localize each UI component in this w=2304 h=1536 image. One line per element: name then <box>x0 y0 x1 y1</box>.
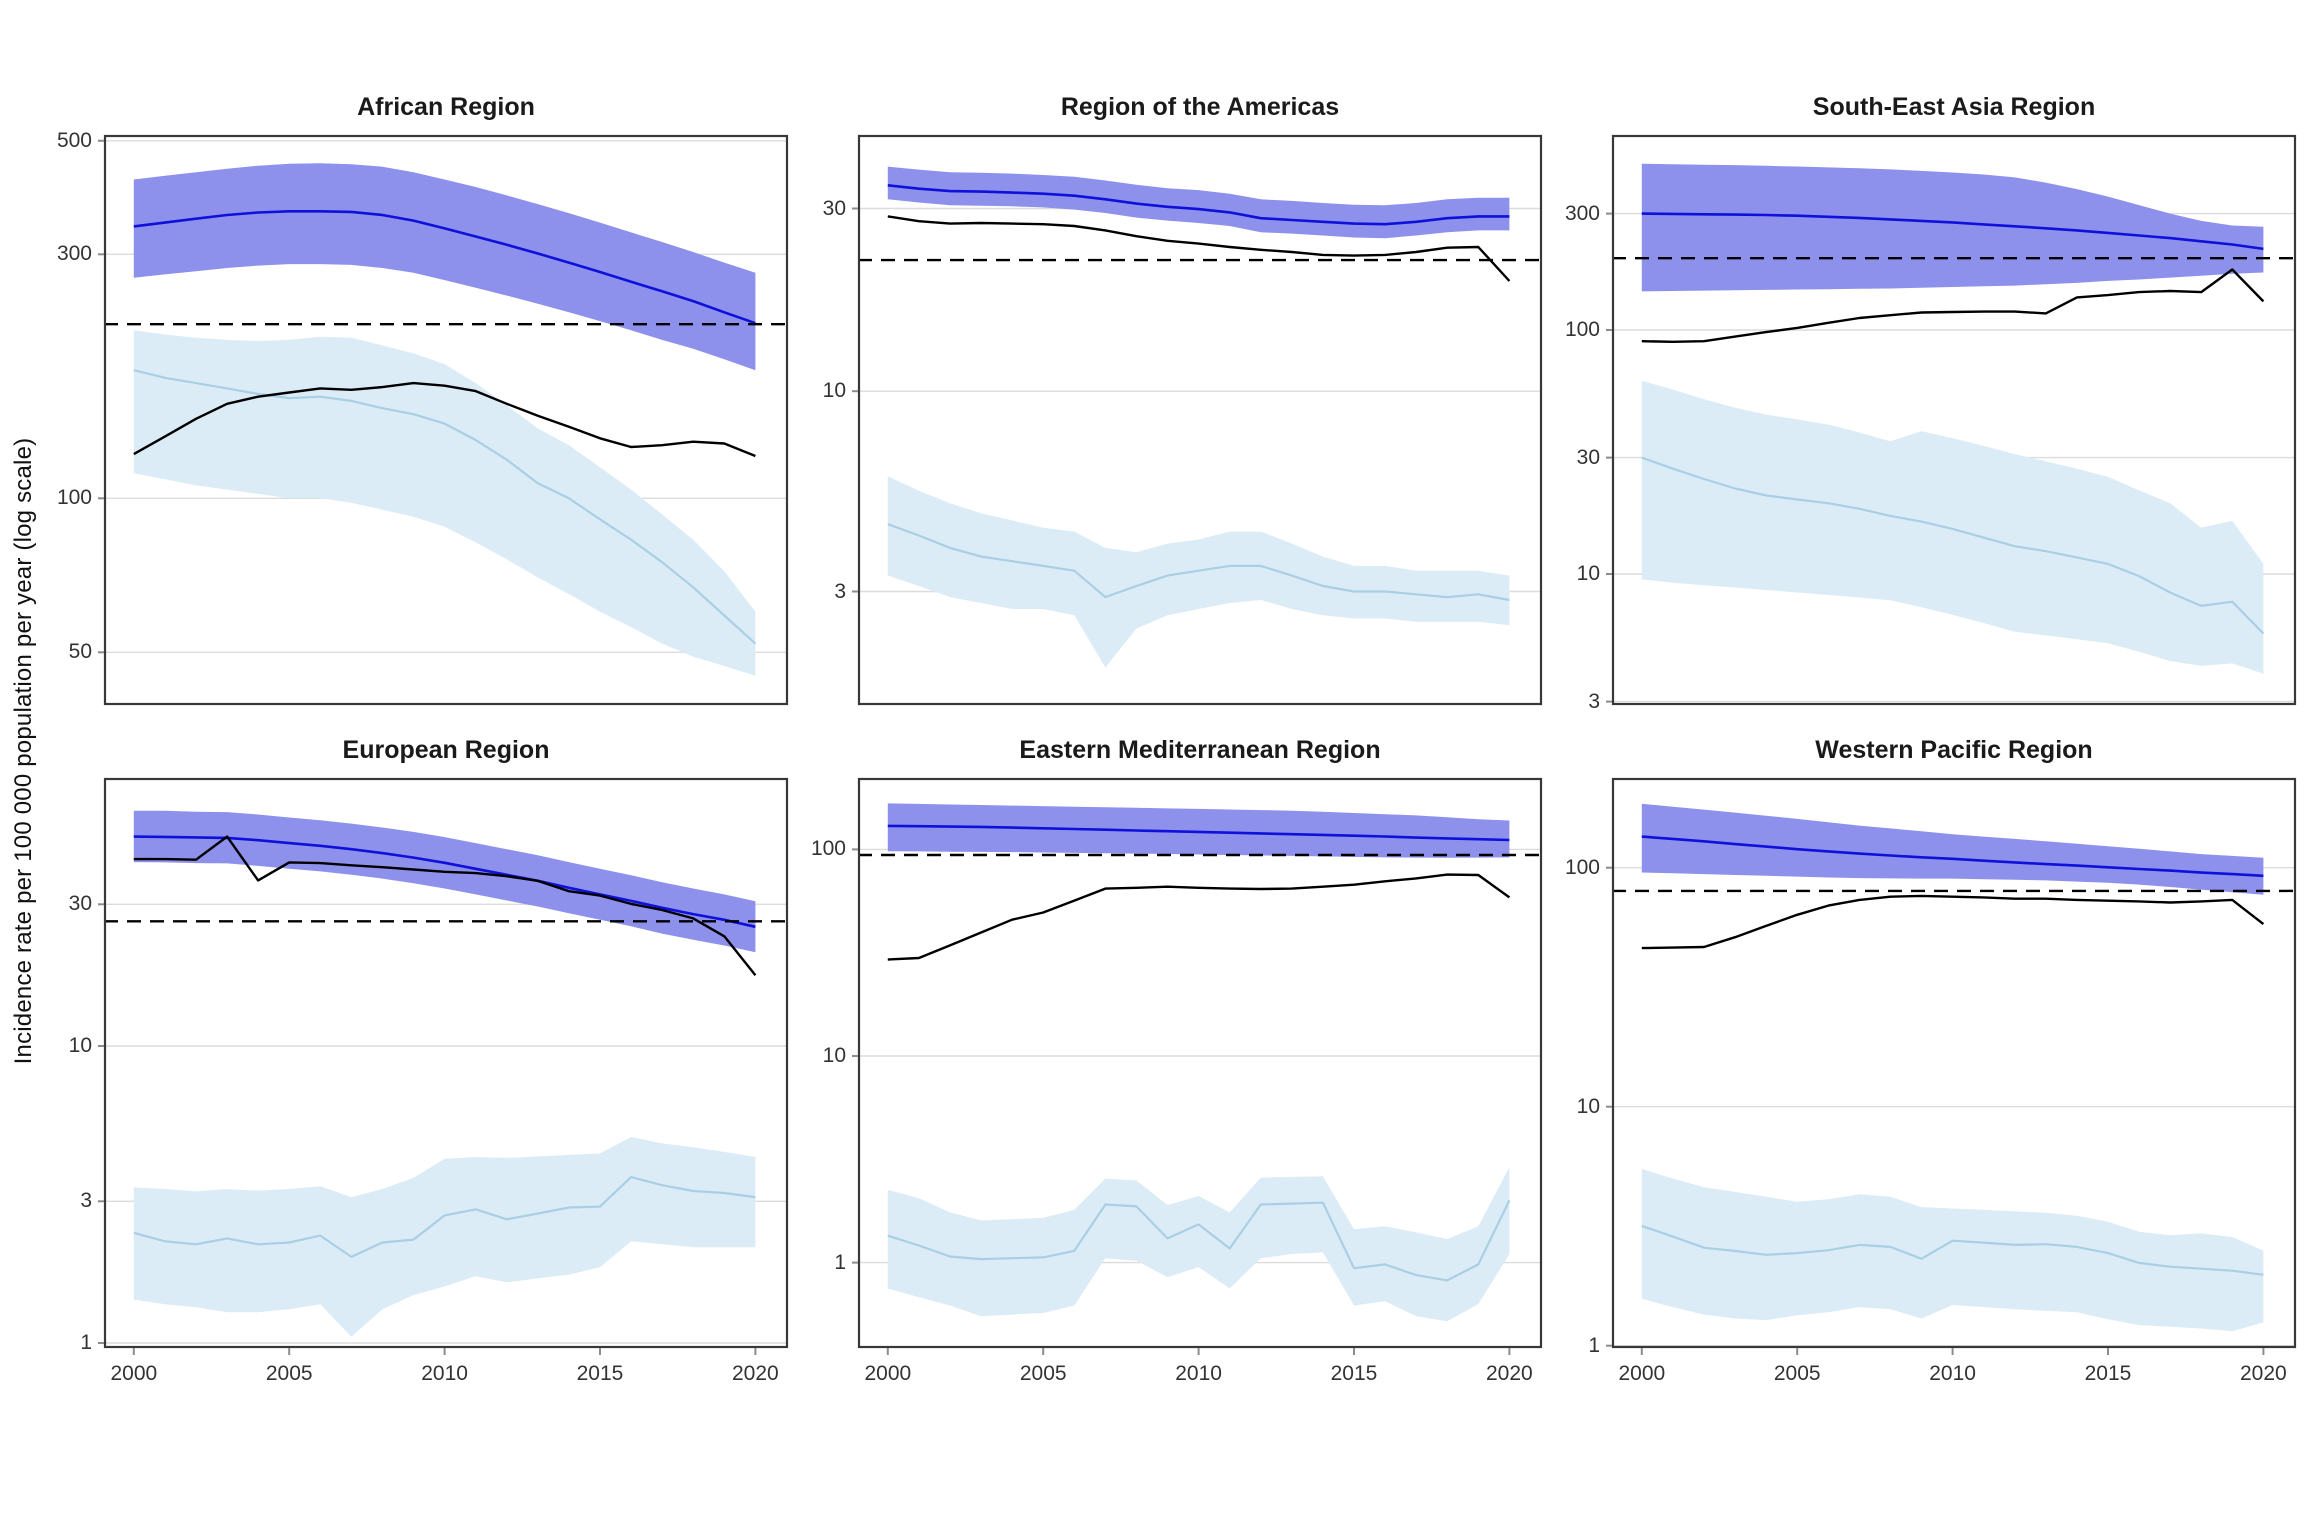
lightblue-line <box>133 1176 756 1258</box>
black-notification-line <box>133 381 756 458</box>
x-tick-label: 2020 <box>2240 1362 2287 1385</box>
lightblue-line <box>887 523 1510 602</box>
black-notification-line <box>887 215 1511 282</box>
panel-western-pacific-region: Western Pacific Region 100 10 1 2000 2005 201… <box>1534 730 2304 1400</box>
blue-estimate-ribbon <box>887 803 1510 858</box>
panel-border <box>1611 777 2297 1349</box>
y-tick-label: 500 <box>56 128 92 152</box>
chart-south-east-asia-region <box>1606 134 2297 706</box>
x-tick-label: 2015 <box>576 1362 624 1385</box>
lightblue-ribbon <box>1641 1168 2264 1332</box>
x-tick-label: 2015 <box>2084 1362 2132 1385</box>
y-tick-label: 10 <box>822 1044 846 1067</box>
blue-estimate-line <box>1641 835 2264 878</box>
black-notification-line <box>133 835 757 977</box>
black-notification-line <box>1641 894 2265 950</box>
blue-estimate-ribbon <box>1641 163 2264 292</box>
panel-title-south-east-asia-region: South-East Asia Region <box>1812 93 2096 121</box>
panel-title-european-region: European Region <box>342 736 550 764</box>
panel-border <box>103 134 789 706</box>
chart-african-region <box>98 134 789 706</box>
lightblue-ribbon <box>887 476 1510 668</box>
black-notification-line <box>887 873 1511 961</box>
blue-estimate-line <box>133 210 756 325</box>
lightblue-line <box>1641 456 2265 635</box>
lightblue-ribbon <box>887 1167 1510 1322</box>
y-tick-label: 30 <box>1576 445 1600 469</box>
lightblue-line <box>133 369 757 645</box>
panel-south-east-asia-region: South-East Asia Region 300 100 30 10 3 <box>1534 87 2304 757</box>
y-tick-label: 1 <box>834 1250 846 1274</box>
x-tick-label: 2005 <box>1019 1362 1067 1385</box>
x-tick-label: 2005 <box>1773 1362 1821 1385</box>
y-tick-label: 100 <box>810 837 846 861</box>
x-tick-label: 2020 <box>732 1362 779 1385</box>
y-tick-label: 100 <box>56 486 92 510</box>
blue-estimate-line <box>133 835 756 929</box>
panel-region-of-the-americas: Region of the Americas 30 10 3 <box>780 87 1554 757</box>
blue-estimate-ribbon <box>1641 803 2264 895</box>
y-tick-label: 30 <box>822 196 846 220</box>
y-tick-label: 10 <box>68 1034 92 1057</box>
y-tick-label: 50 <box>68 640 92 664</box>
x-tick-label: 2010 <box>1929 1362 1976 1385</box>
chart-eastern-mediterranean-region <box>852 777 1543 1355</box>
y-tick-label: 100 <box>1564 318 1600 341</box>
panel-title-region-of-the-americas: Region of the Americas <box>1060 93 1340 121</box>
chart-western-pacific-region <box>1606 777 2297 1355</box>
y-tick-label: 3 <box>80 1189 92 1213</box>
x-tick-label: 2020 <box>1486 1362 1533 1385</box>
y-tick-label: 10 <box>1576 562 1600 585</box>
y-tick-label: 1 <box>80 1331 92 1354</box>
blue-estimate-line <box>1641 212 2264 251</box>
y-tick-label: 10 <box>822 379 846 403</box>
lightblue-ribbon <box>133 330 756 676</box>
y-tick-label: 300 <box>1564 201 1600 225</box>
blue-estimate-ribbon <box>887 166 1510 239</box>
x-tick-label: 2010 <box>1175 1362 1222 1385</box>
lightblue-line <box>887 1199 1511 1282</box>
lightblue-ribbon <box>133 1137 756 1337</box>
chart-european-region <box>98 777 789 1355</box>
lightblue-ribbon <box>1641 380 2264 674</box>
lightblue-line <box>1641 1224 2264 1276</box>
black-notification-line <box>1641 268 2265 344</box>
panel-border <box>1611 134 2297 706</box>
x-tick-label: 2000 <box>1618 1362 1666 1385</box>
panel-european-region: European Region 30 10 3 1 2000 2005 2010 2015 20… <box>26 730 800 1400</box>
blue-estimate-line <box>887 824 1510 842</box>
y-tick-label: 30 <box>68 892 92 916</box>
x-tick-label: 2010 <box>421 1362 468 1385</box>
panel-border <box>103 777 789 1349</box>
y-tick-label: 10 <box>1576 1094 1600 1118</box>
y-tick-label: 3 <box>1588 689 1600 713</box>
panel-border <box>857 777 1543 1349</box>
y-tick-label: 3 <box>834 579 846 603</box>
chart-region-of-the-americas <box>852 134 1543 706</box>
x-tick-label: 2015 <box>1330 1362 1378 1385</box>
blue-estimate-ribbon <box>133 163 756 371</box>
panel-title-african-region: African Region <box>357 93 535 121</box>
y-tick-label: 300 <box>56 242 92 266</box>
panel-border <box>857 134 1543 706</box>
blue-estimate-ribbon <box>133 810 756 953</box>
x-tick-label: 2000 <box>110 1362 158 1385</box>
blue-estimate-line <box>887 184 1510 226</box>
y-tick-label: 1 <box>1588 1333 1600 1357</box>
panel-eastern-mediterranean-region: Eastern Mediterranean Region 100 10 1 2000 2… <box>780 730 1554 1400</box>
panel-title-eastern-mediterranean-region: Eastern Mediterranean Region <box>1019 736 1381 764</box>
panel-african-region: African Region 500 300 100 50 <box>26 87 800 757</box>
y-tick-label: 100 <box>1564 855 1600 879</box>
x-tick-label: 2005 <box>265 1362 313 1385</box>
panel-title-western-pacific-region: Western Pacific Region <box>1815 736 2093 764</box>
x-tick-label: 2000 <box>864 1362 912 1385</box>
